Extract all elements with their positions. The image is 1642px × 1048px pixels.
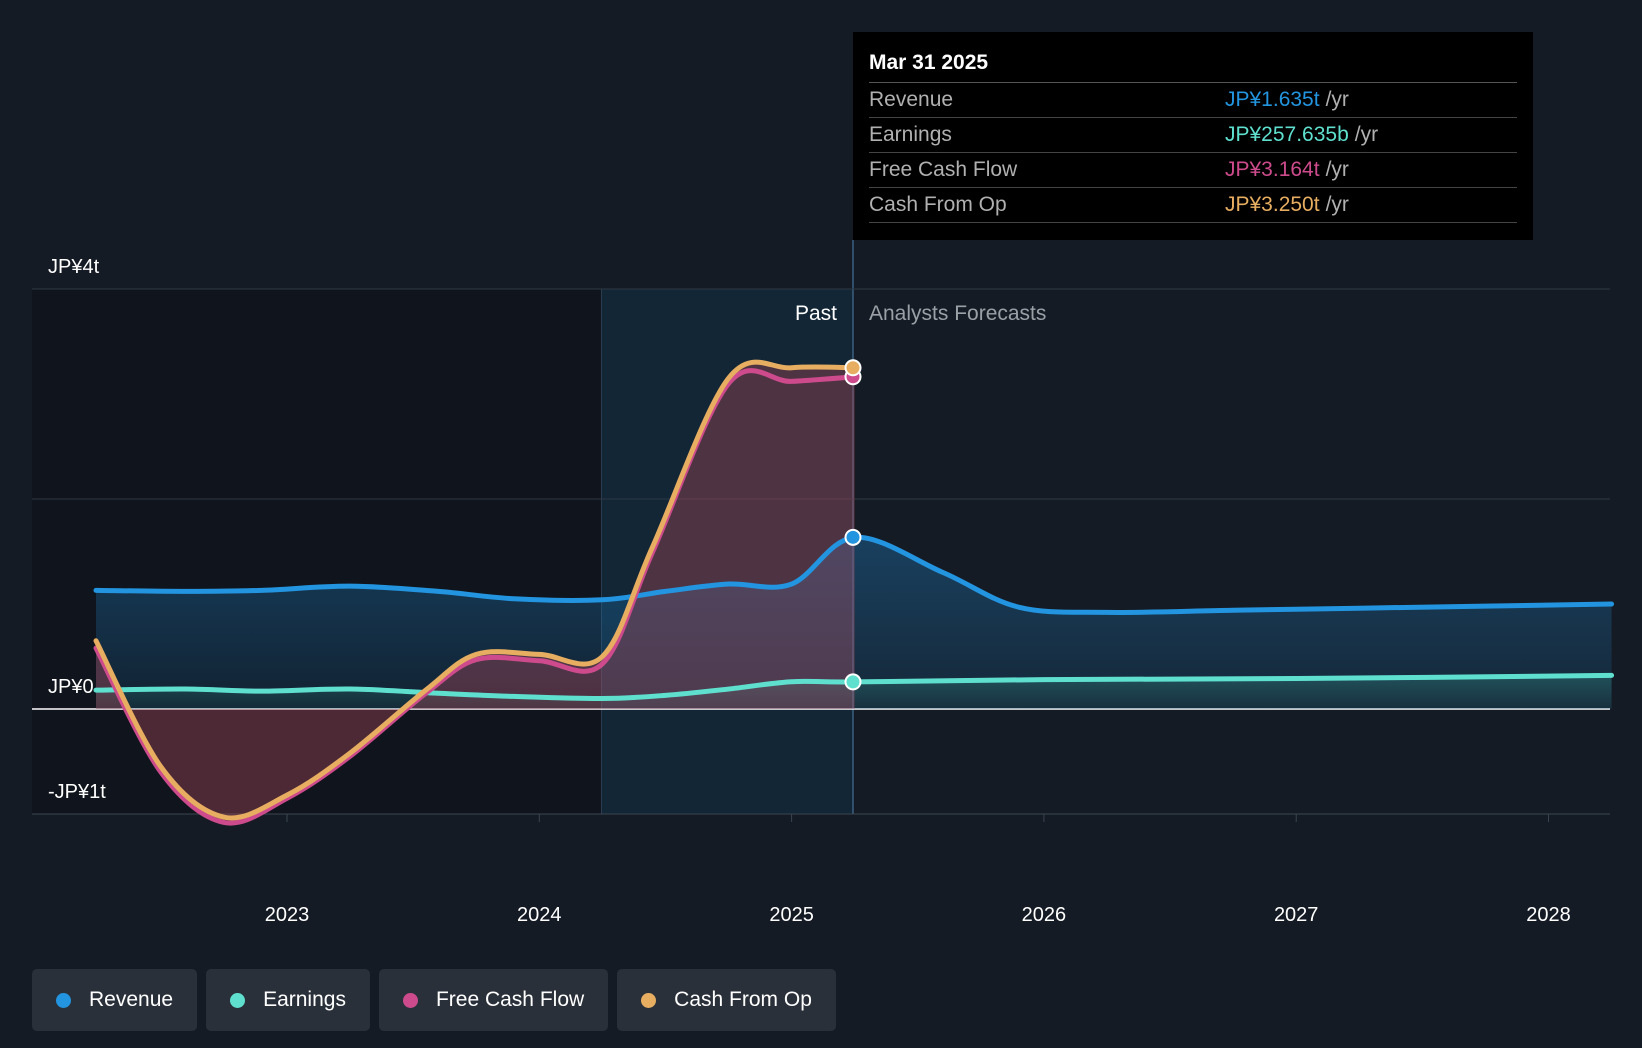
legend-item-earnings[interactable]: Earnings	[206, 969, 370, 1031]
y-axis-label: JP¥4t	[48, 256, 100, 278]
legend-label: Earnings	[263, 988, 346, 1011]
tooltip-unit: /yr	[1354, 123, 1379, 146]
past-label: Past	[795, 302, 837, 325]
free-cash-flow-line	[93, 368, 858, 826]
tooltip-label: Earnings	[869, 123, 952, 146]
cash-from-op-line	[93, 359, 858, 821]
tooltip-row-earnings: Earnings JP¥257.635b /yr	[869, 118, 1517, 153]
legend-item-free-cash-flow[interactable]: Free Cash Flow	[378, 969, 609, 1031]
tooltip-value: JP¥1.635t	[1225, 88, 1320, 111]
x-axis-tick-label: 2028	[1526, 904, 1571, 926]
y-axis-label: -JP¥1t	[48, 781, 106, 803]
past-region	[32, 289, 602, 814]
tooltip-date: Mar 31 2025	[869, 48, 1517, 83]
legend-label: Revenue	[89, 988, 174, 1011]
legend-label: Free Cash Flow	[435, 988, 585, 1011]
tooltip-value: JP¥3.164t	[1225, 158, 1320, 181]
legend-dot-icon	[230, 992, 246, 1008]
tooltip-value: JP¥3.250t	[1225, 193, 1320, 216]
legend-dot-icon	[641, 992, 657, 1008]
tooltip-label: Cash From Op	[869, 193, 1007, 216]
tooltip-unit: /yr	[1325, 158, 1349, 181]
revenue-line	[93, 534, 1615, 615]
legend-dot-icon	[56, 992, 71, 1008]
x-axis-tick-label: 2027	[1274, 904, 1319, 926]
revenue-marker	[844, 528, 862, 546]
tooltip: Mar 31 2025 Revenue JP¥1.635t /yr Earnin…	[853, 32, 1533, 240]
legend-dot-icon	[402, 992, 418, 1008]
legend-label: Cash From Op	[674, 988, 812, 1011]
earnings-line	[93, 672, 1615, 702]
x-axis-tick-label: 2024	[517, 904, 562, 926]
tooltip-row-cash-from-op: Cash From Op JP¥3.250t /yr	[869, 188, 1517, 223]
legend-item-revenue[interactable]: Revenue	[32, 969, 198, 1031]
earnings-marker	[844, 673, 862, 691]
revenue-area	[96, 537, 1612, 709]
tooltip-label: Revenue	[869, 88, 954, 111]
forecast-label: Analysts Forecasts	[869, 302, 1046, 325]
legend: Revenue Earnings Free Cash Flow Cash Fro…	[32, 969, 836, 1031]
legend-item-cash-from-op[interactable]: Cash From Op	[617, 969, 836, 1031]
y-axis-label: JP¥0	[48, 676, 94, 698]
tooltip-unit: /yr	[1325, 88, 1349, 111]
tooltip-value: JP¥257.635b	[1225, 123, 1349, 146]
x-axis-tick-label: 2023	[265, 904, 310, 926]
tooltip-row-free-cash-flow: Free Cash Flow JP¥3.164t /yr	[869, 153, 1517, 188]
x-axis-tick-label: 2025	[769, 904, 814, 926]
tooltip-row-revenue: Revenue JP¥1.635t /yr	[869, 83, 1517, 118]
tooltip-unit: /yr	[1325, 193, 1349, 216]
earnings-area	[96, 675, 1612, 709]
cash-from-op-marker	[844, 359, 862, 377]
tooltip-label: Free Cash Flow	[869, 158, 1018, 181]
x-axis-tick-label: 2026	[1022, 904, 1067, 926]
cash-flow-area	[96, 362, 855, 818]
